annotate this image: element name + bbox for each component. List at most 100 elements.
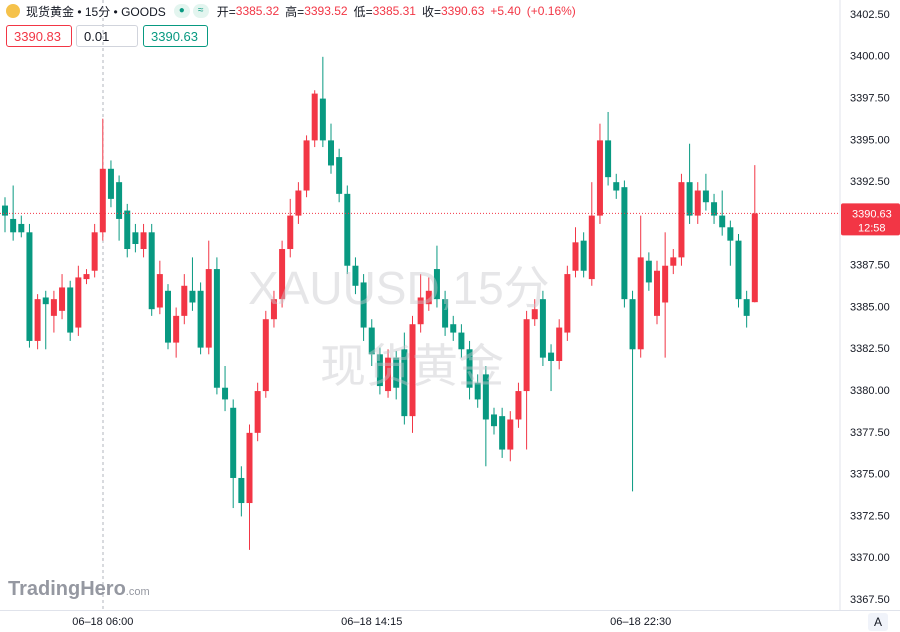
symbol-title: 现货黄金 • 15分 • GOODS [26, 4, 166, 19]
candle-body [621, 187, 628, 300]
candle-body [507, 419, 514, 450]
candle-body [287, 215, 294, 250]
candle-body [743, 299, 750, 316]
candle-body [662, 265, 669, 303]
candle-body [156, 274, 163, 308]
candle-body [34, 299, 41, 341]
candle-body [246, 432, 253, 504]
symbol-icon [6, 4, 20, 18]
candle-body [262, 319, 269, 392]
candle-body [670, 257, 677, 266]
candle-body [654, 270, 660, 316]
candle-body [515, 391, 522, 420]
logo: TradingHero.com [8, 578, 150, 601]
candle-body [499, 416, 506, 450]
candle-body [83, 274, 90, 280]
sync-icon[interactable]: ≈ [192, 4, 209, 18]
watermark-symbol: XAUUSD,15分 [248, 262, 550, 314]
candle-body [270, 299, 277, 320]
candle-body [596, 140, 603, 216]
candle-body [686, 182, 693, 216]
candle-body [328, 140, 334, 166]
candle-body [368, 327, 375, 355]
candle-body [132, 232, 139, 244]
candle-body [254, 391, 261, 433]
candle-body [197, 290, 204, 348]
candle-body [523, 319, 530, 392]
candle-body [319, 98, 326, 141]
candle-body [26, 232, 33, 341]
y-tick-label: 3382.50 [850, 343, 890, 355]
candle-body [433, 269, 440, 300]
low-value: 3385.31 [372, 4, 416, 18]
candle-body [303, 140, 310, 191]
y-tick-label: 3367.50 [850, 594, 890, 606]
candle-body [165, 290, 171, 343]
y-tick-label: 3375.00 [850, 469, 890, 481]
logo-brand: TradingHero [8, 578, 126, 600]
candle-body [311, 93, 318, 141]
candle-body [580, 240, 587, 271]
candle-body [645, 260, 652, 283]
candle-body [230, 407, 237, 478]
status-icon[interactable]: ● [173, 4, 190, 18]
y-tick-label: 3380.00 [850, 385, 890, 397]
candle-body [59, 287, 66, 311]
sell-button[interactable]: 3390.83 [6, 25, 72, 47]
candle-body [401, 349, 408, 417]
candle-body [556, 327, 563, 361]
candle-body [719, 215, 726, 228]
y-tick-label: 3372.50 [850, 510, 890, 522]
open-value: 3385.32 [235, 4, 280, 18]
low-label: 低= [353, 4, 373, 19]
quantity-input[interactable]: 0.01 [76, 25, 138, 47]
candle-body [458, 332, 465, 350]
candle-body [148, 232, 155, 310]
watermark-name: 现货黄金 [320, 340, 504, 392]
logo-suffix: .com [125, 586, 150, 598]
candle-body [99, 168, 106, 233]
candle-body [213, 269, 220, 388]
candle-body [238, 477, 245, 504]
candle-body [116, 182, 123, 219]
candle-body [678, 182, 685, 258]
candle-body [205, 269, 212, 348]
candle-body [474, 382, 481, 400]
candle-body [385, 357, 392, 392]
candle-body [605, 140, 612, 178]
candle-body [588, 215, 595, 280]
y-tick-label: 3397.50 [850, 93, 890, 105]
change-pct: (+0.16%) [526, 4, 576, 18]
buy-button[interactable]: 3390.63 [143, 25, 208, 47]
x-tick-label: 06–18 22:30 [610, 616, 671, 628]
candle-body [140, 232, 147, 250]
candle-body [376, 354, 383, 387]
candle-body [222, 387, 229, 400]
candle-body [727, 227, 734, 241]
candle-body [336, 157, 343, 194]
candle-body [531, 309, 538, 320]
y-tick-label: 3395.00 [850, 134, 890, 146]
y-tick-label: 3385.00 [850, 301, 890, 313]
candle-body [751, 213, 758, 303]
auto-scale-button[interactable]: A [868, 613, 888, 631]
close-value: 3390.63 [441, 4, 485, 18]
price-tag-value: 3390.63 [852, 208, 892, 220]
x-tick-label: 06–18 06:00 [72, 616, 133, 628]
candle-body [295, 190, 302, 216]
candle-body [442, 299, 449, 328]
candle-body [181, 285, 188, 316]
candle-body [18, 223, 25, 233]
candle-body [450, 324, 457, 333]
candle-body [613, 182, 620, 191]
candle-body [564, 274, 571, 333]
candle-body [42, 297, 49, 305]
open-label: 开= [216, 4, 236, 19]
candle-body [124, 210, 131, 250]
x-tick-label: 06–18 14:15 [341, 616, 402, 628]
candle-body [360, 282, 367, 328]
candle-body [629, 299, 636, 350]
legend-header: 现货黄金 • 15分 • GOODS ● ≈ 开= 3385.32 高= 3393.5… [6, 2, 582, 20]
